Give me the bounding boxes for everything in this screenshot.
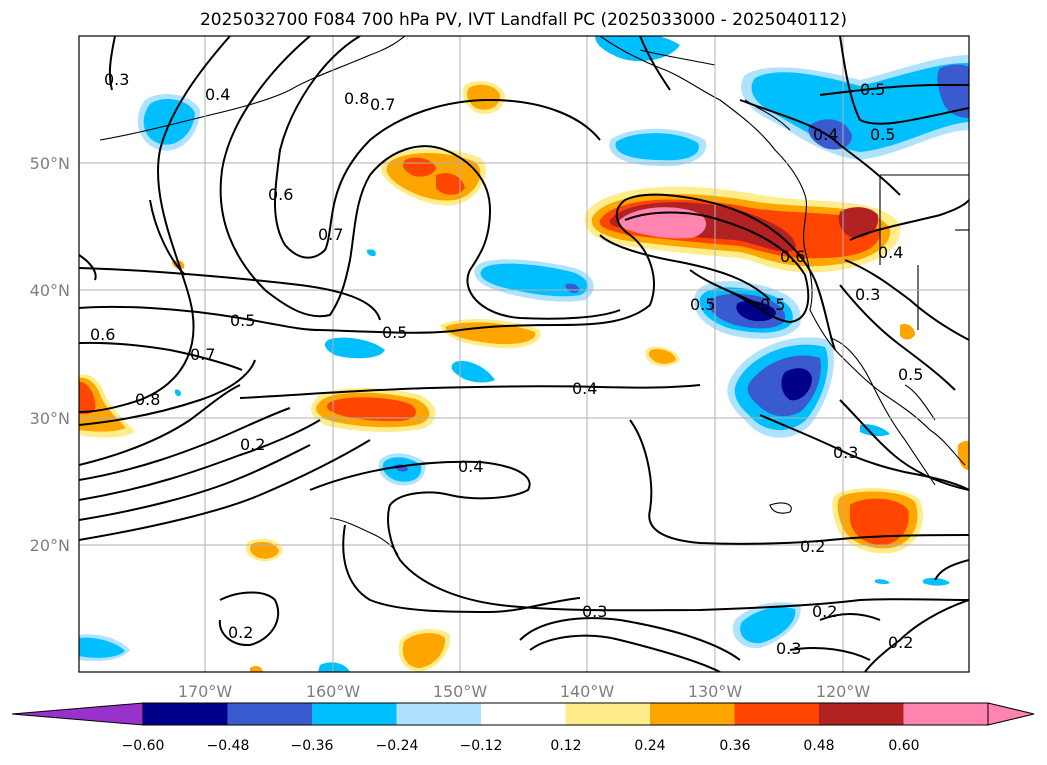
colorbar-tick-label: −0.24 — [376, 738, 419, 754]
colorbar-segment — [565, 703, 651, 725]
colorbar-tick-label: 0.60 — [888, 738, 919, 754]
colorbar-tick-label: 0.48 — [803, 738, 834, 754]
contour-label: 0.5 — [230, 311, 255, 330]
gridlines — [79, 36, 969, 672]
contour-label: 0.2 — [888, 633, 913, 652]
colorbar-tick-label: 0.36 — [719, 738, 750, 754]
chart-title: 2025032700 F084 700 hPa PV, IVT Landfall… — [199, 10, 847, 30]
contour-label: 0.6 — [268, 185, 293, 204]
lat-labels: 50°N 40°N 30°N 20°N — [30, 154, 70, 555]
contour-label: 0.5 — [690, 295, 715, 314]
colorbar-segment — [734, 703, 820, 725]
contour-label: 0.7 — [318, 225, 343, 244]
contour-label: 0.3 — [855, 285, 880, 304]
contour-label: 0.3 — [776, 639, 801, 658]
colorbar-segment — [481, 703, 567, 725]
colorbar-tick-label: 0.12 — [550, 738, 581, 754]
contour-label: 0.7 — [190, 345, 215, 364]
contour-label: 0.5 — [898, 365, 923, 384]
contour-label: 0.3 — [833, 443, 858, 462]
colorbar-tick-label: −0.12 — [460, 738, 503, 754]
coastlines — [99, 36, 969, 556]
contour-label: 0.4 — [813, 125, 838, 144]
contour-label: 0.3 — [582, 602, 607, 621]
colorbar-tick-label: −0.48 — [207, 738, 250, 754]
contour-label: 0.8 — [135, 390, 160, 409]
lon-label: 150°W — [433, 682, 488, 701]
contour-label: 0.6 — [780, 247, 805, 266]
contour-label: 0.4 — [878, 243, 903, 262]
colorbar-segment — [903, 703, 989, 725]
colorbar-segment — [143, 703, 229, 725]
contour-label: 0.7 — [370, 95, 395, 114]
pv-contours — [79, 36, 969, 672]
contour-label: 0.2 — [812, 602, 837, 621]
colorbar-ticks: −0.60 −0.48 −0.36 −0.24 −0.12 0.12 0.24 … — [122, 738, 920, 754]
lat-label: 30°N — [30, 409, 70, 428]
colorbar: −0.60 −0.48 −0.36 −0.24 −0.12 0.12 0.24 … — [11, 702, 1035, 754]
shaded-anomalies — [79, 36, 969, 672]
contour-label: 0.2 — [800, 537, 825, 556]
colorbar-segment — [396, 703, 482, 725]
contour-label: 0.2 — [228, 623, 253, 642]
colorbar-segment — [227, 703, 313, 725]
lat-label: 20°N — [30, 536, 70, 555]
lon-label: 130°W — [688, 682, 743, 701]
contour-label: 0.4 — [572, 379, 597, 398]
colorbar-segment — [312, 703, 398, 725]
contour-label: 0.5 — [870, 125, 895, 144]
contour-label: 0.5 — [860, 80, 885, 99]
colorbar-tick-label: −0.60 — [122, 738, 165, 754]
colorbar-segment — [819, 703, 905, 725]
map-frame — [78, 35, 970, 673]
contour-label: 0.5 — [382, 323, 407, 342]
lat-label: 40°N — [30, 281, 70, 300]
contour-label: 0.4 — [205, 85, 230, 104]
lon-label: 170°W — [178, 682, 233, 701]
colorbar-tick-label: 0.24 — [634, 738, 665, 754]
colorbar-segments — [12, 703, 1034, 725]
lat-label: 50°N — [30, 154, 70, 173]
colorbar-extend-low — [12, 703, 143, 725]
lon-label: 120°W — [816, 682, 871, 701]
contour-label: 0.8 — [344, 89, 369, 108]
colorbar-segment — [650, 703, 736, 725]
lon-label: 160°W — [306, 682, 361, 701]
contour-label: 0.6 — [90, 325, 115, 344]
contour-label: 0.2 — [240, 435, 265, 454]
lon-labels: 170°W 160°W 150°W 140°W 130°W 120°W — [178, 682, 871, 701]
contour-label: 0.3 — [104, 70, 129, 89]
contour-label: 0.5 — [760, 295, 785, 314]
colorbar-frame — [142, 702, 989, 726]
contour-label: 0.4 — [458, 457, 483, 476]
contour-labels: 0.3 0.4 0.8 0.7 0.6 0.7 0.5 0.4 0.5 0.5 … — [90, 70, 923, 658]
colorbar-tick-label: −0.36 — [291, 738, 334, 754]
colorbar-extend-high — [988, 703, 1034, 725]
lon-label: 140°W — [560, 682, 615, 701]
